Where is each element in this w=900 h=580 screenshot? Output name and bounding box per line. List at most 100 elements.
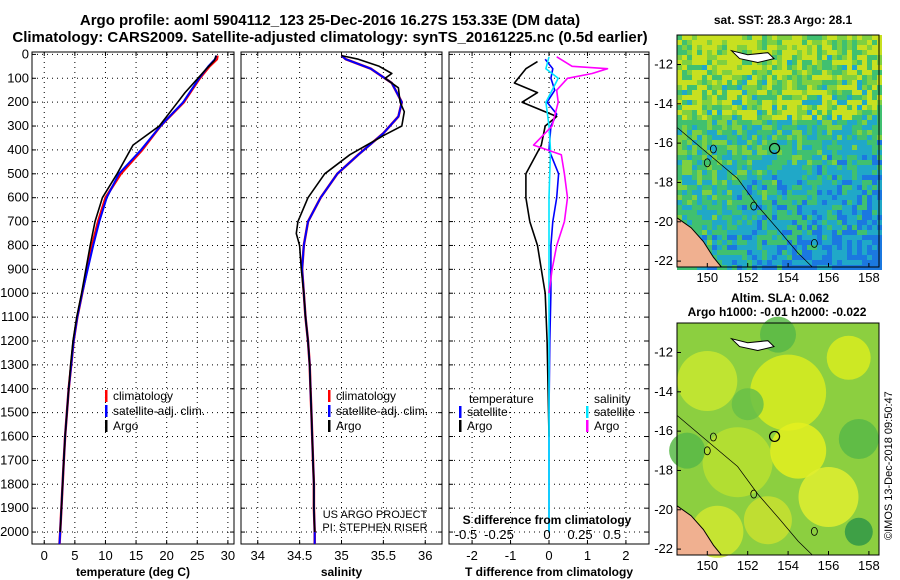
sst-pixel xyxy=(712,210,717,215)
sst-pixel xyxy=(827,130,832,135)
sst-pixel xyxy=(687,145,692,150)
sst-pixel xyxy=(832,125,837,130)
sst-pixel xyxy=(677,195,682,200)
sst-pixel xyxy=(867,225,872,230)
sst-pixel xyxy=(727,135,732,140)
sst-pixel xyxy=(747,180,752,185)
sst-pixel xyxy=(747,190,752,195)
sst-pixel xyxy=(717,210,722,215)
sst-pixel xyxy=(827,50,832,55)
sst-pixel xyxy=(837,125,842,130)
sst-pixel xyxy=(777,225,782,230)
sst-pixel xyxy=(802,160,807,165)
sst-pixel xyxy=(852,205,857,210)
sst-pixel xyxy=(772,110,777,115)
sst-pixel xyxy=(677,45,682,50)
sst-pixel xyxy=(742,260,747,265)
sst-pixel xyxy=(682,110,687,115)
sst-pixel xyxy=(687,220,692,225)
sst-pixel xyxy=(757,160,762,165)
sst-pixel xyxy=(857,105,862,110)
sst-pixel xyxy=(747,105,752,110)
sst-pixel xyxy=(797,195,802,200)
sst-pixel xyxy=(857,55,862,60)
x-tick-label: 34 xyxy=(251,548,265,563)
sst-pixel xyxy=(677,155,682,160)
sst-pixel xyxy=(707,110,712,115)
sst-pixel xyxy=(827,100,832,105)
sst-pixel xyxy=(807,165,812,170)
sst-pixel xyxy=(717,115,722,120)
sst-pixel xyxy=(782,260,787,265)
sst-pixel xyxy=(757,100,762,105)
sst-pixel xyxy=(767,70,772,75)
sst-pixel xyxy=(747,120,752,125)
sst-pixel xyxy=(822,235,827,240)
sst-pixel xyxy=(807,240,812,245)
sst-pixel xyxy=(852,95,857,100)
sst-pixel xyxy=(717,50,722,55)
sst-pixel xyxy=(827,170,832,175)
sst-pixel xyxy=(797,145,802,150)
lat-tick-label: -12 xyxy=(654,56,673,71)
sst-pixel xyxy=(867,50,872,55)
sst-pixel xyxy=(822,205,827,210)
sst-pixel xyxy=(702,120,707,125)
sst-pixel xyxy=(687,100,692,105)
sst-pixel xyxy=(837,90,842,95)
sst-pixel xyxy=(822,260,827,265)
sst-pixel xyxy=(722,205,727,210)
sst-pixel xyxy=(752,35,757,40)
sst-pixel xyxy=(832,90,837,95)
sst-pixel xyxy=(767,175,772,180)
sst-pixel xyxy=(712,230,717,235)
sst-pixel xyxy=(777,125,782,130)
sst-pixel xyxy=(787,260,792,265)
sst-pixel xyxy=(847,230,852,235)
sst-pixel xyxy=(817,160,822,165)
sst-pixel xyxy=(792,60,797,65)
sst-pixel xyxy=(807,255,812,260)
sst-pixel xyxy=(737,235,742,240)
sst-pixel xyxy=(802,230,807,235)
x-tick-label: 15 xyxy=(129,548,143,563)
sst-pixel xyxy=(872,45,877,50)
reef-outline xyxy=(750,201,758,211)
sst-pixel xyxy=(757,85,762,90)
sst-pixel xyxy=(732,140,737,145)
sst-pixel xyxy=(792,210,797,215)
sst-pixel xyxy=(772,100,777,105)
sst-pixel xyxy=(792,35,797,40)
sst-pixel xyxy=(782,110,787,115)
sst-pixel xyxy=(717,85,722,90)
sst-pixel xyxy=(862,65,867,70)
sst-pixel xyxy=(797,55,802,60)
sst-pixel xyxy=(857,215,862,220)
sst-pixel xyxy=(792,170,797,175)
sst-pixel xyxy=(757,155,762,160)
sst-pixel xyxy=(722,70,727,75)
lon-tick-label: 158 xyxy=(858,558,880,573)
sst-pixel xyxy=(842,185,847,190)
sst-pixel xyxy=(677,95,682,100)
sst-pixel xyxy=(737,45,742,50)
sst-pixel xyxy=(847,125,852,130)
sst-pixel xyxy=(822,150,827,155)
sst-pixel xyxy=(677,65,682,70)
sst-pixel xyxy=(847,245,852,250)
sst-pixel xyxy=(827,160,832,165)
sst-pixel xyxy=(687,165,692,170)
sst-pixel xyxy=(872,80,877,85)
lon-tick-label: 154 xyxy=(777,558,799,573)
y-tick-label: 300 xyxy=(7,118,29,133)
sst-pixel xyxy=(772,245,777,250)
sst-pixel xyxy=(772,170,777,175)
sst-pixel xyxy=(837,180,842,185)
sst-pixel xyxy=(852,85,857,90)
sst-pixel xyxy=(802,120,807,125)
sst-pixel xyxy=(812,115,817,120)
sst-pixel xyxy=(747,60,752,65)
sst-pixel xyxy=(717,205,722,210)
sst-pixel xyxy=(692,135,697,140)
sst-pixel xyxy=(792,135,797,140)
